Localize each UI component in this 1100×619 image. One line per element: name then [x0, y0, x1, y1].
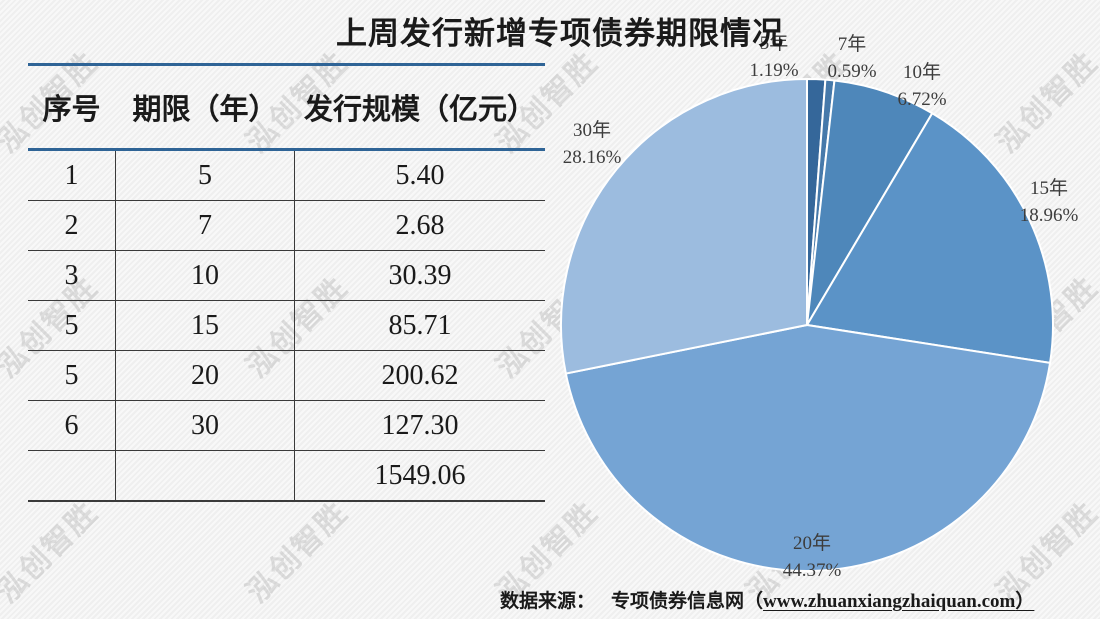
maturity-table: 序号 期限（年） 发行规模（亿元） 1 5 5.40 2 7 2.68 3 10… [28, 63, 545, 502]
cell-issue-size: 127.30 [381, 409, 459, 441]
table-header-index: 序号 [42, 94, 101, 126]
pie-label-category: 15年 [1029, 178, 1068, 199]
pie-label-5年: 5年 1.19% [704, 30, 844, 84]
pie-slice-20年 [564, 324, 1052, 573]
pie-label-7年: 7年 0.59% [782, 31, 922, 85]
pie-label-category: 20年 [792, 533, 831, 554]
table-header-issue-size: 发行规模（亿元） [303, 94, 536, 126]
cell-maturity: 5 [115, 151, 295, 200]
pie-label-10年: 10年 6.72% [852, 59, 992, 113]
pie-slice-15年 [806, 112, 1054, 364]
cell-total-issue-size: 1549.06 [374, 459, 466, 491]
pie-label-category: 7年 [837, 34, 867, 55]
cell-index [28, 451, 115, 500]
data-source-name: 专项债券信息网（ [611, 591, 764, 612]
cell-issue-size: 85.71 [388, 309, 452, 341]
cell-index: 1 [64, 159, 79, 191]
data-source-prefix: 数据来源： [500, 591, 596, 612]
cell-issue-size: 5.40 [395, 159, 445, 191]
table-row: 5 15 85.71 [28, 300, 545, 350]
watermark-text: 泓创智胜 [240, 495, 355, 610]
cell-maturity: 30 [115, 401, 295, 450]
data-source-line: 数据来源： 专项债券信息网（www.zhuanxiangzhaiquan.com） [500, 586, 1034, 613]
table-header-row: 序号 期限（年） 发行规模（亿元） [28, 63, 545, 151]
table-row: 5 20 200.62 [28, 350, 545, 400]
table-header-maturity: 期限（年） [132, 94, 278, 126]
cell-index: 3 [64, 259, 79, 291]
pie-label-percent: 0.59% [827, 61, 877, 82]
pie-label-percent: 6.72% [897, 89, 947, 110]
cell-index: 5 [64, 359, 79, 391]
cell-issue-size: 2.68 [395, 209, 445, 241]
pie-slice-30年 [560, 78, 808, 375]
table-row-total: 1549.06 [28, 450, 545, 500]
cell-maturity: 20 [115, 351, 295, 400]
cell-maturity: 7 [115, 201, 295, 250]
pie-label-category: 30年 [572, 120, 611, 141]
pie-chart-canvas [560, 78, 1054, 573]
pie-label-percent: 1.19% [749, 60, 799, 81]
table-row: 2 7 2.68 [28, 200, 545, 250]
cell-maturity: 15 [115, 301, 295, 350]
table-row: 1 5 5.40 [28, 151, 545, 200]
watermark-text: 泓创智胜 [0, 495, 105, 610]
pie-label-20年: 20年 44.37% [742, 530, 882, 584]
pie-label-15年: 15年 18.96% [979, 175, 1100, 229]
cell-maturity: 10 [115, 251, 295, 300]
pie-label-category: 10年 [902, 62, 941, 83]
cell-index: 5 [64, 309, 79, 341]
chart-title: 上周发行新增专项债券期限情况 [336, 16, 784, 51]
cell-index: 6 [64, 409, 79, 441]
data-source-url[interactable]: www.zhuanxiangzhaiquan.com [763, 591, 1016, 612]
cell-issue-size: 30.39 [388, 259, 452, 291]
cell-index: 2 [64, 209, 79, 241]
table-row: 3 10 30.39 [28, 250, 545, 300]
pie-label-30年: 30年 28.16% [522, 117, 662, 171]
pie-label-percent: 18.96% [1019, 205, 1079, 226]
cell-maturity [115, 451, 295, 500]
pie-label-percent: 44.37% [782, 560, 842, 581]
pie-chart: 5年 1.19% 7年 0.59% 10年 6.72% 15年 18.96% 20年 44.37%… [540, 0, 1100, 619]
table-body: 1 5 5.40 2 7 2.68 3 10 30.39 5 15 85.71 … [28, 151, 545, 502]
pie-label-category: 5年 [759, 33, 789, 54]
data-source-suffix: ） [1015, 591, 1035, 612]
cell-issue-size: 200.62 [381, 359, 459, 391]
pie-label-percent: 28.16% [562, 147, 622, 168]
table-row: 6 30 127.30 [28, 400, 545, 450]
